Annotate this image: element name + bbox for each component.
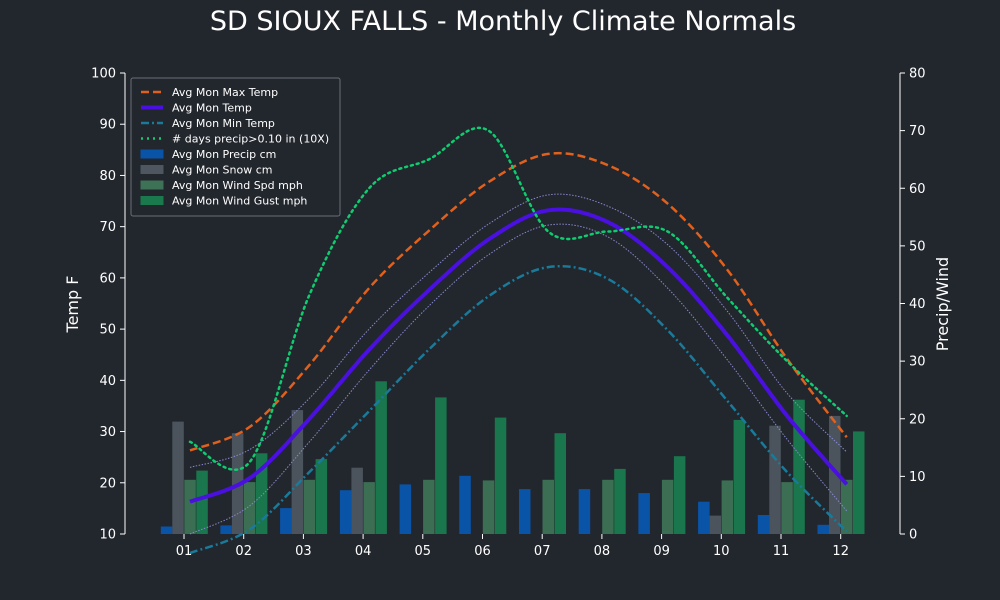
left-tick-label: 90 xyxy=(99,118,116,133)
gust-bar xyxy=(673,456,686,534)
gust-bar xyxy=(315,459,328,534)
precip-bar xyxy=(757,515,770,534)
left-tick-label: 60 xyxy=(99,271,116,286)
mean-temp-band-upper xyxy=(189,193,848,468)
wind-bar xyxy=(303,479,316,534)
precip-bar xyxy=(160,526,173,534)
gust-bar xyxy=(793,399,805,534)
precip-bar xyxy=(817,524,829,534)
gust-bar xyxy=(853,431,865,534)
wind-bar xyxy=(781,482,793,534)
snow-bar xyxy=(172,421,184,534)
legend-swatch xyxy=(140,196,164,205)
wind-bar xyxy=(243,482,256,534)
left-tick-label: 70 xyxy=(99,220,116,235)
precip-bar xyxy=(339,490,352,534)
gust-bar xyxy=(375,381,387,534)
right-tick-label: 70 xyxy=(909,124,926,139)
gust-bar xyxy=(494,417,507,534)
snow-bar xyxy=(291,410,304,534)
snow-bar xyxy=(709,515,722,534)
x-tick-label: 11 xyxy=(773,544,790,559)
legend-label: Avg Mon Wind Spd mph xyxy=(172,179,303,192)
max-temp-line xyxy=(189,151,848,452)
gust-bar xyxy=(435,397,447,534)
precip-bar xyxy=(280,508,292,534)
gust-bar xyxy=(614,468,626,534)
wind-bar xyxy=(423,479,435,534)
left-tick-label: 10 xyxy=(99,528,116,543)
mean-temp-line xyxy=(189,207,849,504)
left-tick-label: 100 xyxy=(91,67,116,82)
snow-bar xyxy=(829,415,841,534)
x-tick-label: 06 xyxy=(474,544,491,559)
wind-bar xyxy=(184,479,196,534)
legend-label: Avg Mon Wind Gust mph xyxy=(172,195,307,208)
gust-bar xyxy=(255,453,268,534)
legend-swatch xyxy=(140,165,164,174)
wind-bar xyxy=(363,482,375,534)
precip-bar xyxy=(638,493,650,534)
wind-bar xyxy=(661,479,674,534)
x-tick-label: 05 xyxy=(415,544,432,559)
lines-layer xyxy=(188,126,849,555)
wind-bar xyxy=(721,480,734,534)
x-tick-label: 01 xyxy=(176,544,193,559)
right-tick-label: 50 xyxy=(909,239,926,254)
legend: Avg Mon Max Temp Avg Mon Temp Avg Mon Min … xyxy=(130,77,341,217)
wind-bar xyxy=(841,479,853,534)
legend-swatch xyxy=(140,149,164,159)
gust-bar xyxy=(733,419,746,534)
legend-label: Avg Mon Temp xyxy=(172,102,252,115)
legend-swatch xyxy=(140,180,164,190)
wind-bar xyxy=(602,479,614,534)
right-tick-label: 40 xyxy=(909,297,926,312)
right-tick-label: 60 xyxy=(909,182,926,197)
x-tick-label: 08 xyxy=(594,544,611,559)
x-tick-label: 03 xyxy=(295,544,312,559)
gust-bar xyxy=(554,433,566,534)
precip-bar xyxy=(459,475,471,534)
left-tick-label: 30 xyxy=(99,425,116,440)
bars-layer xyxy=(160,381,865,534)
wind-bar xyxy=(542,479,554,534)
right-tick-label: 80 xyxy=(909,67,926,82)
wind-bar xyxy=(482,480,495,534)
right-tick-label: 30 xyxy=(909,355,926,370)
legend-label: Avg Mon Snow cm xyxy=(172,164,273,177)
chart-title: SD SIOUX FALLS - Monthly Climate Normals xyxy=(210,6,796,37)
precip-bar xyxy=(399,484,412,534)
right-tick-label: 20 xyxy=(909,412,926,427)
precip-bar xyxy=(698,501,710,534)
snow-bar xyxy=(769,425,781,534)
right-tick-label: 0 xyxy=(909,528,917,543)
x-tick-label: 02 xyxy=(235,544,252,559)
left-tick-label: 40 xyxy=(99,374,116,389)
precip-bar xyxy=(220,525,232,534)
x-tick-label: 07 xyxy=(534,544,551,559)
left-tick-label: 80 xyxy=(99,169,116,184)
gust-bar xyxy=(196,470,208,534)
legend-box xyxy=(130,77,341,217)
right-tick-label: 10 xyxy=(909,470,926,485)
axes-layer: 10 20 30 40 50 60 70 80 90 100 0 10 20 30 40 50 60 70 80 01… xyxy=(91,67,925,560)
x-tick-label: 12 xyxy=(832,544,849,559)
left-tick-label: 50 xyxy=(99,323,116,338)
precip-days-line xyxy=(188,126,848,471)
x-tick-label: 09 xyxy=(653,544,670,559)
legend-label: Avg Mon Min Temp xyxy=(172,117,275,130)
right-axis-label: Precip/Wind xyxy=(933,257,952,351)
mean-temp-band-lower xyxy=(189,223,848,535)
precip-bar xyxy=(578,489,591,534)
snow-bar xyxy=(351,467,363,534)
x-tick-label: 04 xyxy=(355,544,372,559)
left-tick-label: 20 xyxy=(99,476,116,491)
legend-label: # days precip>0.10 in (10X) xyxy=(172,133,329,146)
precip-bar xyxy=(519,489,531,534)
left-axis-label: Temp F xyxy=(63,276,82,334)
x-tick-label: 10 xyxy=(713,544,730,559)
legend-label: Avg Mon Precip cm xyxy=(172,148,276,161)
legend-label: Avg Mon Max Temp xyxy=(172,86,278,99)
